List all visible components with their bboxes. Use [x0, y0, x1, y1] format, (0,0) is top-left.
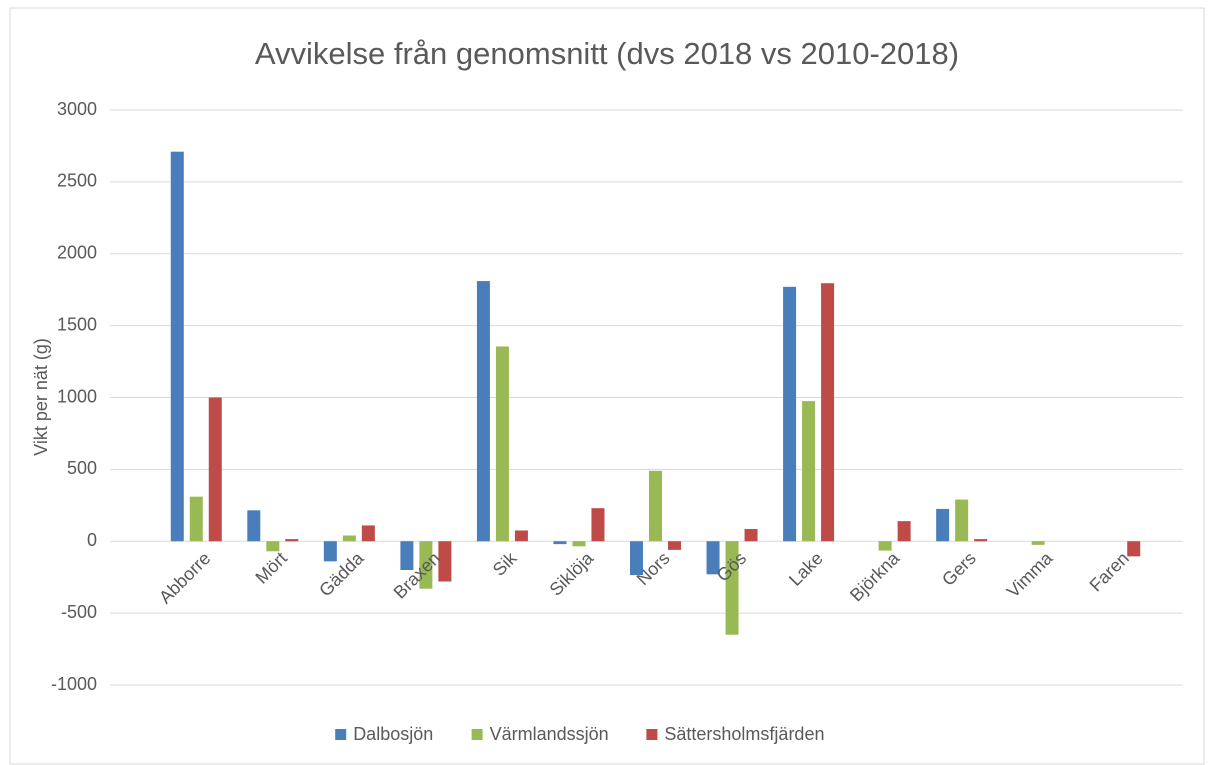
legend-swatch: [471, 729, 483, 740]
legend-label: Sättersholmsfjärden: [664, 724, 824, 744]
bar: [323, 541, 337, 562]
y-axis-label: Vikt per nät (g): [31, 338, 51, 456]
bar: [266, 541, 280, 552]
bar: [361, 525, 375, 542]
bar: [553, 541, 567, 545]
bar: [438, 541, 452, 582]
bar: [821, 283, 835, 542]
bar: [189, 496, 203, 542]
y-tick-label: -500: [61, 602, 97, 622]
bar: [897, 521, 911, 542]
y-tick-label: 3000: [57, 99, 97, 119]
bar: [706, 541, 720, 575]
bar: [936, 508, 950, 542]
bar: [285, 539, 299, 542]
bar: [476, 281, 490, 542]
bar: [802, 401, 816, 542]
bar: [878, 541, 892, 551]
bar: [955, 499, 969, 542]
bar: [974, 539, 988, 542]
bar: [170, 151, 184, 542]
bar: [668, 541, 681, 550]
bar: [744, 529, 758, 542]
y-tick-label: 500: [67, 458, 97, 478]
bar: [649, 470, 662, 542]
y-tick-label: -1000: [51, 674, 97, 694]
y-tick-label: 2500: [57, 171, 97, 191]
bar: [514, 530, 528, 542]
bar: [495, 346, 509, 542]
legend-label: Värmlandssjön: [490, 724, 609, 744]
legend-swatch: [335, 729, 347, 740]
bar: [419, 541, 433, 589]
bar: [342, 535, 356, 542]
bar: [1127, 541, 1141, 557]
chart-frame: [9, 7, 1205, 765]
legend-label: Dalbosjön: [353, 724, 433, 744]
bar: [572, 541, 586, 547]
chart-title: Avvikelse från genomsnitt (dvs 2018 vs 2…: [255, 36, 959, 71]
y-tick-label: 1500: [57, 314, 97, 334]
bar: [400, 541, 414, 570]
bar: [1031, 541, 1045, 545]
y-tick-label: 2000: [57, 243, 97, 263]
y-tick-label: 1000: [57, 386, 97, 406]
bar: [247, 510, 261, 542]
bar: [783, 286, 797, 542]
bar: [208, 397, 222, 542]
bar: [591, 508, 605, 542]
y-tick-label: 0: [87, 530, 97, 550]
legend-swatch: [646, 729, 658, 740]
bar: [630, 541, 643, 576]
bar: [725, 541, 739, 635]
